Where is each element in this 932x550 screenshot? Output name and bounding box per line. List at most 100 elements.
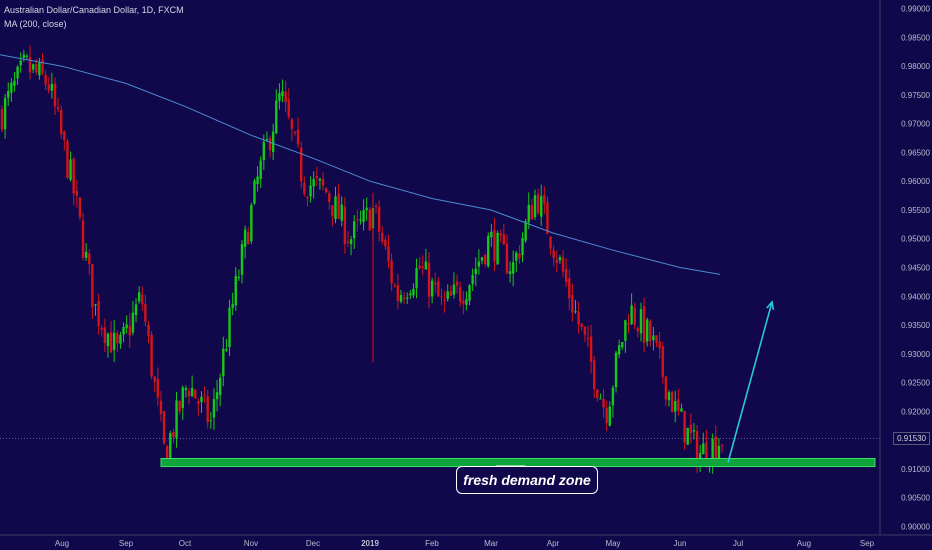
time-tick-label: Apr: [547, 539, 560, 548]
candle-body: [340, 204, 343, 221]
candle-body: [655, 335, 658, 343]
candle-body: [720, 444, 724, 446]
candle-body: [418, 265, 421, 269]
candle-body: [462, 300, 465, 304]
candle-body: [356, 219, 359, 221]
candle-body: [256, 176, 259, 185]
demand-zone-annotation[interactable]: fresh demand zone: [456, 466, 598, 494]
candle-body: [296, 129, 300, 145]
candle-body: [231, 303, 234, 309]
candle-body: [31, 64, 35, 70]
projection-arrow-head: [766, 300, 775, 311]
price-tick-label: 0.93000: [901, 350, 930, 359]
candle-body: [331, 205, 334, 217]
candle-body: [627, 322, 630, 325]
candle-body: [652, 335, 655, 341]
candle-body: [437, 281, 440, 297]
candle-body: [427, 262, 431, 297]
candle-body: [536, 194, 540, 214]
candle-body: [664, 376, 668, 400]
candle-body: [580, 323, 583, 327]
candle-body: [474, 268, 477, 275]
candle-body: [689, 424, 693, 434]
candle-body: [599, 398, 602, 400]
price-tick-label: 0.96000: [901, 177, 930, 186]
candle-body: [144, 304, 147, 322]
candle-body: [63, 131, 66, 141]
candle-body: [468, 285, 471, 301]
candle-body: [44, 74, 47, 85]
candle-body: [38, 62, 41, 76]
candle-body: [250, 204, 253, 242]
candle-body: [624, 320, 627, 341]
candle-body: [577, 311, 580, 325]
candle-body: [362, 209, 365, 223]
price-tick-label: 0.95500: [901, 206, 930, 215]
candle-body: [321, 179, 325, 186]
candle-body: [175, 400, 178, 438]
candle-body: [165, 446, 169, 461]
time-tick-label: Aug: [797, 539, 811, 548]
candle-body: [393, 285, 396, 287]
candle-body: [209, 420, 213, 422]
candle-body: [621, 342, 624, 348]
candle-body: [131, 312, 135, 333]
candle-body: [558, 257, 562, 261]
candle-body: [284, 91, 287, 103]
price-tick-label: 0.95000: [901, 235, 930, 244]
candle-body: [94, 304, 97, 306]
candle-body: [593, 360, 596, 390]
candle-body: [100, 327, 103, 330]
price-tick-label: 0.98500: [901, 33, 930, 42]
candle-body: [275, 100, 278, 134]
candle-body: [178, 400, 181, 412]
time-tick-label: Sep: [860, 539, 875, 548]
candle-body: [381, 232, 384, 242]
candle-body: [568, 278, 571, 299]
price-tick-label: 0.98000: [901, 62, 930, 71]
candle-body: [443, 299, 446, 301]
candle-body: [147, 324, 150, 337]
candle-body: [390, 260, 393, 284]
candle-body: [212, 399, 216, 418]
candle-body: [649, 321, 652, 342]
candle-body: [702, 443, 705, 455]
time-tick-label: Aug: [55, 539, 69, 548]
candle-body: [602, 398, 605, 408]
candle-body: [334, 196, 337, 220]
candle-body: [480, 257, 484, 261]
candle-body: [530, 205, 534, 220]
candle-body: [84, 251, 88, 258]
candle-body: [402, 298, 406, 300]
candle-body: [359, 219, 362, 221]
candle-body: [561, 257, 565, 272]
candle-body: [78, 197, 82, 218]
candle-body: [717, 446, 721, 461]
candle-body: [203, 394, 206, 396]
candle-body: [156, 378, 160, 398]
candle-body: [518, 253, 521, 259]
candle-body: [645, 319, 649, 342]
candle-body: [309, 185, 312, 197]
candle-body: [630, 305, 633, 325]
candle-body: [60, 109, 63, 135]
candle-body: [200, 396, 203, 403]
candle-body: [614, 352, 618, 388]
candle-body: [278, 93, 281, 102]
candle-body: [194, 389, 197, 399]
candle-body: [374, 206, 378, 208]
chart-overlays: [0, 54, 880, 468]
candle-body: [399, 294, 403, 302]
ma-200-line: [0, 54, 721, 275]
price-tick-label: 0.91000: [901, 465, 930, 474]
candle-body: [119, 334, 122, 344]
price-tick-label: 0.96500: [901, 148, 930, 157]
candle-body: [97, 301, 100, 326]
candle-body: [496, 232, 499, 265]
candle-body: [353, 221, 356, 239]
price-tick-label: 0.97500: [901, 91, 930, 100]
candle-body: [190, 388, 194, 397]
candle-body: [434, 282, 437, 285]
candle-body: [446, 291, 449, 299]
